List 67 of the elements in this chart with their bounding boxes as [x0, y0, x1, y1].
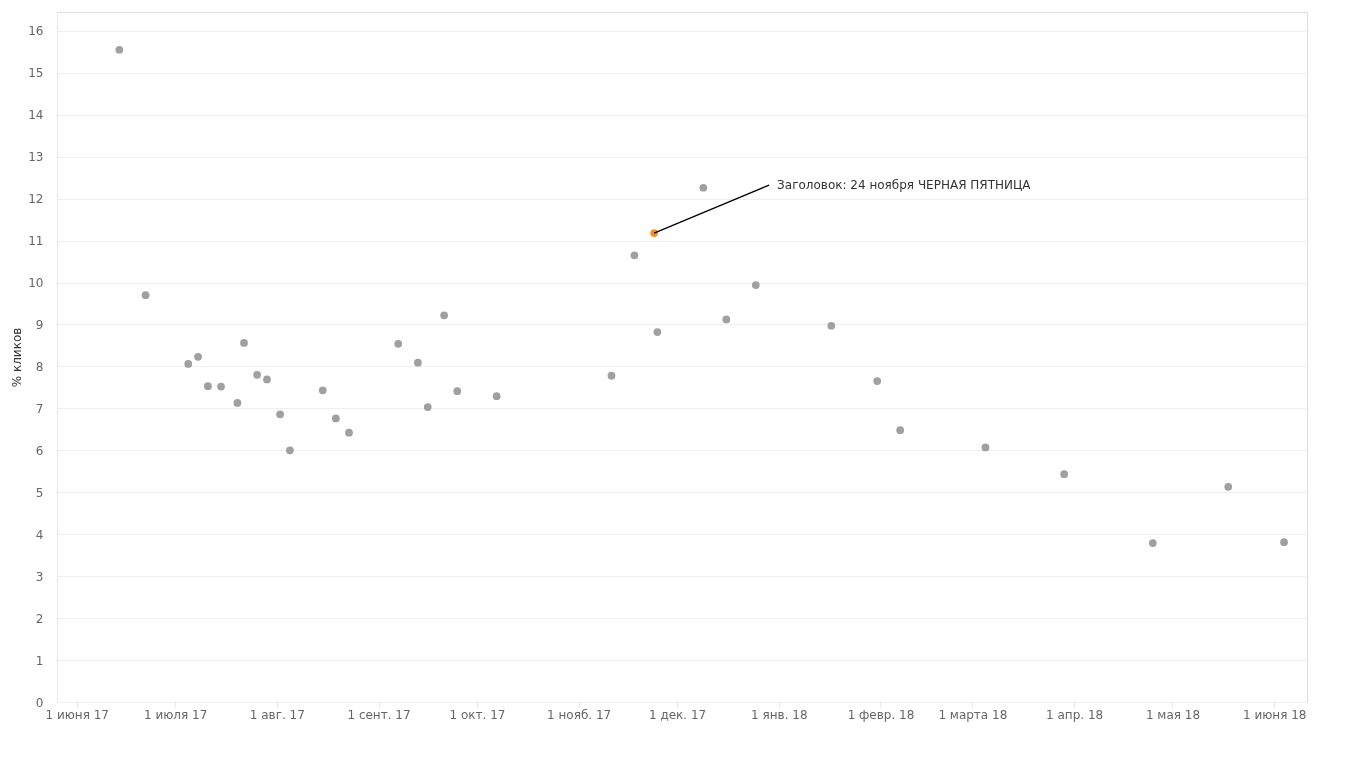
y-tick-label: 0: [35, 695, 44, 710]
point: [751, 281, 760, 289]
point: [1280, 538, 1288, 547]
point: [332, 414, 340, 423]
y-tick-label: 13: [28, 150, 44, 165]
point: [653, 328, 662, 336]
y-tick-label: 1: [35, 653, 44, 668]
x-tick-label: 1 нояб. 17: [547, 707, 612, 722]
point: [217, 382, 225, 391]
x-tick-label: 1 сент. 17: [347, 707, 411, 722]
x-tick-label: 1 июня 18: [1242, 707, 1307, 722]
point: [896, 426, 905, 435]
y-tick-label: 15: [28, 66, 44, 81]
point: [318, 386, 327, 395]
y-tick-label: 4: [35, 527, 44, 542]
y-tick-label: 2: [35, 611, 44, 626]
y-tick-label: 12: [28, 192, 44, 207]
point: [253, 370, 261, 379]
point: [827, 321, 836, 330]
x-tick-label: 1 июня 17: [45, 707, 109, 722]
point: [276, 410, 284, 419]
x-tick-label: 1 февр. 18: [847, 707, 915, 722]
y-tick-label: 8: [35, 359, 44, 374]
point: [440, 311, 449, 320]
point: [453, 387, 462, 396]
point: [423, 403, 432, 411]
point: [414, 358, 422, 367]
point: [981, 443, 990, 452]
point: [607, 371, 616, 380]
x-tick-label: 1 июля 17: [143, 707, 208, 722]
point: [722, 315, 731, 324]
point: [115, 45, 124, 54]
point: [1060, 470, 1069, 479]
y-tick-label: 6: [35, 443, 44, 458]
point: [630, 251, 639, 260]
y-tick-label: 10: [28, 276, 44, 291]
y-tick-label: 9: [35, 317, 44, 332]
x-tick-label: 1 окт. 17: [449, 707, 506, 722]
point: [233, 399, 242, 407]
x-tick-label: 1 янв. 18: [751, 707, 808, 722]
point: [345, 428, 353, 437]
point: [394, 339, 403, 348]
point: [1224, 482, 1233, 491]
point: [141, 291, 150, 299]
x-tick-label: 1 авг. 17: [249, 707, 305, 722]
point: [240, 339, 248, 347]
x-tick-label: 1 мая 18: [1145, 707, 1201, 722]
point: [699, 183, 708, 192]
point: [184, 360, 193, 368]
x-tick-label: 1 апр. 18: [1045, 707, 1104, 722]
y-tick-label: 7: [35, 401, 44, 416]
point: [873, 377, 882, 385]
point: [263, 375, 271, 384]
point: [1148, 539, 1157, 547]
y-tick-label: 11: [28, 234, 44, 249]
x-tick-label: 1 дек. 17: [648, 707, 707, 722]
x-tick-label: 1 марта 18: [938, 707, 1008, 722]
y-tick-label: 14: [28, 108, 44, 123]
point: [492, 392, 501, 401]
annotation: Заголовок: 24 ноября ЧЕРНАЯ ПЯТНИЦА: [777, 178, 1032, 193]
point: [194, 352, 202, 361]
y-tick-label: 5: [35, 485, 44, 500]
y-tick-label: 3: [35, 569, 44, 584]
point: [204, 382, 212, 391]
point: [286, 446, 294, 455]
y-axis-title: % кликов: [10, 327, 25, 388]
y-tick-label: 16: [28, 24, 44, 39]
